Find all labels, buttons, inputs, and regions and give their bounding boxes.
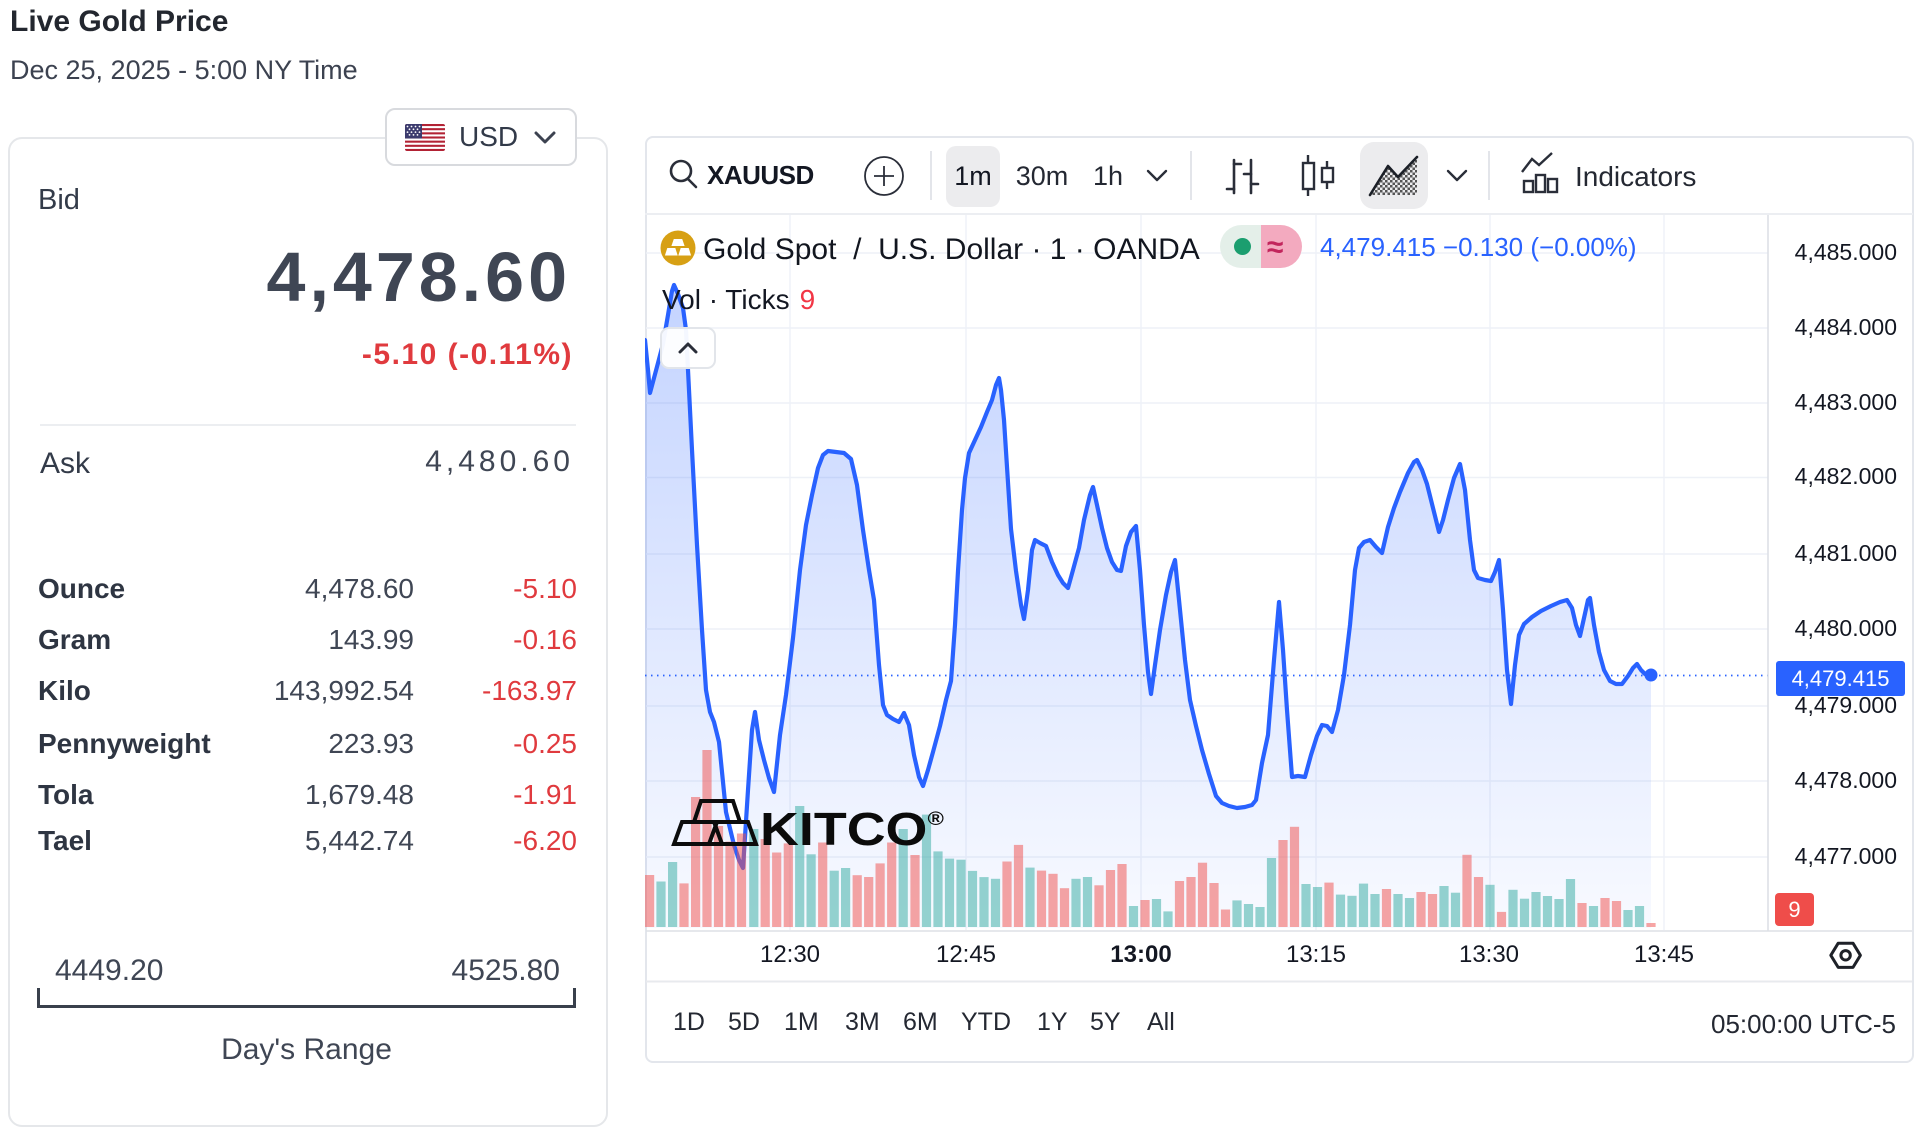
svg-text:≈: ≈ [1267,231,1283,264]
